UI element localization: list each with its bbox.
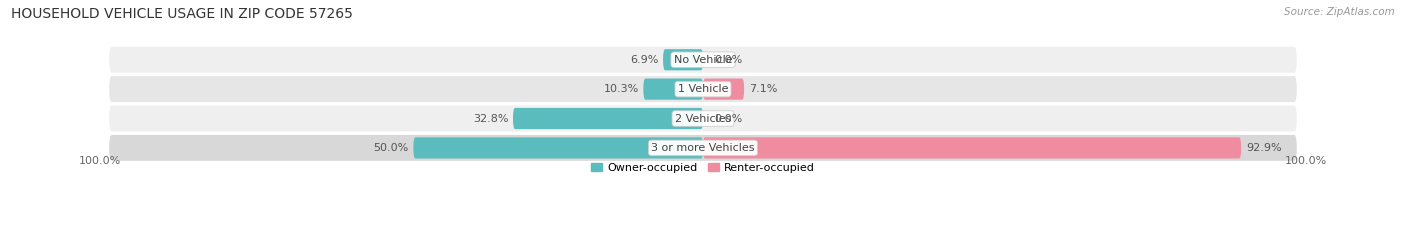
Text: 100.0%: 100.0% [79,156,121,166]
FancyBboxPatch shape [110,47,1296,73]
FancyBboxPatch shape [703,137,1241,158]
FancyBboxPatch shape [513,108,703,129]
FancyBboxPatch shape [110,76,1296,102]
FancyBboxPatch shape [664,49,703,70]
FancyBboxPatch shape [110,135,1296,161]
Text: 92.9%: 92.9% [1246,143,1281,153]
FancyBboxPatch shape [703,79,744,100]
Text: 7.1%: 7.1% [749,84,778,94]
Text: HOUSEHOLD VEHICLE USAGE IN ZIP CODE 57265: HOUSEHOLD VEHICLE USAGE IN ZIP CODE 5726… [11,7,353,21]
Text: 50.0%: 50.0% [374,143,409,153]
Text: 32.8%: 32.8% [472,113,509,124]
Text: 0.0%: 0.0% [714,55,742,65]
FancyBboxPatch shape [413,137,703,158]
FancyBboxPatch shape [644,79,703,100]
Legend: Owner-occupied, Renter-occupied: Owner-occupied, Renter-occupied [592,163,814,173]
Text: 0.0%: 0.0% [714,113,742,124]
Text: No Vehicle: No Vehicle [673,55,733,65]
Text: 10.3%: 10.3% [603,84,638,94]
Text: 100.0%: 100.0% [1285,156,1327,166]
Text: 6.9%: 6.9% [630,55,658,65]
FancyBboxPatch shape [110,106,1296,132]
Text: 3 or more Vehicles: 3 or more Vehicles [651,143,755,153]
Text: Source: ZipAtlas.com: Source: ZipAtlas.com [1284,7,1395,17]
Text: 2 Vehicles: 2 Vehicles [675,113,731,124]
Text: 1 Vehicle: 1 Vehicle [678,84,728,94]
